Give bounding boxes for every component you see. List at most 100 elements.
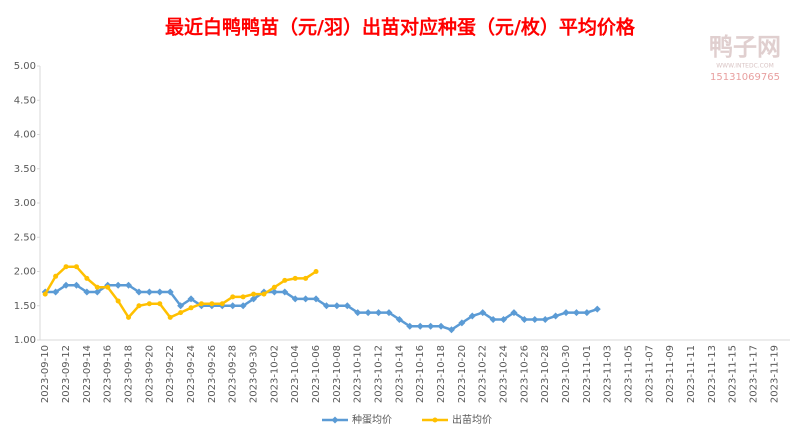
point-marker [250, 295, 258, 303]
x-tick-label: 2023-10-20 [457, 345, 468, 403]
point-marker [166, 288, 174, 296]
x-tick-label: 2023-09-14 [82, 345, 93, 403]
x-tick-label: 2023-10-28 [540, 345, 551, 403]
point-marker [333, 302, 341, 310]
point-marker [510, 309, 518, 317]
point-marker [562, 309, 570, 317]
x-tick-label: 2023-10-18 [436, 345, 447, 403]
point-marker [479, 309, 487, 317]
x-tick-label: 2023-10-02 [269, 345, 280, 403]
point-marker [583, 309, 591, 317]
y-tick-label: 1.50 [14, 301, 36, 312]
x-tick-label: 2023-11-09 [665, 345, 676, 403]
x-tick-label: 2023-09-30 [249, 345, 260, 403]
y-tick-label: 3.50 [14, 164, 36, 175]
point-marker [84, 275, 90, 281]
point-marker [281, 288, 289, 296]
point-marker [313, 269, 319, 274]
point-marker [63, 264, 69, 270]
point-marker [73, 264, 79, 270]
x-tick-label: 2023-11-15 [728, 345, 739, 403]
point-marker [230, 294, 236, 300]
point-marker [52, 288, 60, 296]
point-marker [135, 288, 143, 296]
point-marker [322, 302, 330, 310]
x-tick-label: 2023-10-06 [311, 345, 322, 403]
y-tick-label: 4.00 [14, 130, 36, 141]
point-marker [83, 288, 91, 296]
x-tick-label: 2023-09-28 [228, 345, 239, 403]
point-marker [105, 284, 111, 290]
watermark: 鸭子网 [709, 33, 781, 61]
x-tick-label: 2023-10-26 [519, 345, 530, 403]
y-tick-label: 2.00 [14, 267, 36, 278]
y-tick-label: 3.00 [14, 198, 36, 209]
point-marker [416, 322, 424, 330]
point-marker [292, 275, 298, 281]
point-marker [500, 315, 508, 323]
point-marker [72, 281, 80, 289]
point-marker [541, 315, 549, 323]
x-tick-label: 2023-09-20 [144, 345, 155, 403]
legend-marker [432, 417, 438, 423]
legend-label: 种蛋均价 [352, 413, 392, 426]
x-tick-label: 2023-10-16 [415, 345, 426, 403]
x-tick-label: 2023-11-11 [686, 345, 697, 403]
point-marker [282, 277, 288, 283]
point-marker [302, 295, 310, 303]
x-tick-label: 2023-09-24 [186, 345, 197, 403]
x-tick-label: 2023-10-12 [374, 345, 385, 403]
point-marker [552, 312, 560, 320]
y-tick-label: 2.50 [14, 232, 36, 243]
watermark: 15131069765 [710, 72, 780, 83]
x-tick-label: 2023-09-10 [40, 345, 51, 403]
x-tick-label: 2023-11-01 [582, 345, 593, 403]
point-marker [406, 322, 414, 330]
x-tick-label: 2023-10-14 [394, 345, 405, 403]
point-marker [312, 295, 320, 303]
x-tick-label: 2023-09-26 [207, 345, 218, 403]
x-tick-label: 2023-11-17 [749, 345, 760, 403]
x-tick-label: 2023-11-05 [624, 345, 635, 403]
point-marker [291, 295, 299, 303]
x-tick-label: 2023-10-10 [353, 345, 364, 403]
point-marker [593, 305, 601, 313]
point-marker [114, 281, 122, 289]
point-marker [271, 284, 277, 290]
point-marker [385, 309, 393, 317]
point-marker [209, 301, 215, 307]
x-tick-label: 2023-10-24 [499, 345, 510, 403]
point-marker [53, 273, 59, 279]
x-tick-label: 2023-10-22 [478, 345, 489, 403]
point-marker [240, 294, 246, 300]
point-marker [177, 302, 185, 310]
x-tick-label: 2023-10-08 [332, 345, 343, 403]
point-marker [427, 322, 435, 330]
point-marker [251, 291, 257, 297]
point-marker [468, 312, 476, 320]
point-marker [489, 315, 497, 323]
point-marker [115, 298, 121, 304]
watermark: WWW.INTEDC.COM [716, 63, 774, 70]
point-marker [126, 314, 132, 320]
point-marker [239, 302, 247, 310]
point-marker [136, 303, 142, 309]
x-tick-label: 2023-09-22 [165, 345, 176, 403]
point-marker [229, 302, 237, 310]
point-marker [187, 295, 195, 303]
point-marker [125, 281, 133, 289]
point-marker [375, 309, 383, 317]
point-marker [261, 291, 267, 297]
x-tick-label: 2023-11-19 [769, 345, 780, 403]
point-marker [354, 309, 362, 317]
point-marker [447, 326, 455, 334]
point-marker [157, 301, 163, 307]
legend-label: 出苗均价 [452, 413, 492, 426]
point-marker [395, 315, 403, 323]
point-marker [364, 309, 372, 317]
y-tick-label: 1.00 [14, 335, 36, 346]
point-marker [93, 288, 101, 296]
legend-marker [331, 416, 339, 424]
x-tick-label: 2023-09-16 [103, 345, 114, 403]
